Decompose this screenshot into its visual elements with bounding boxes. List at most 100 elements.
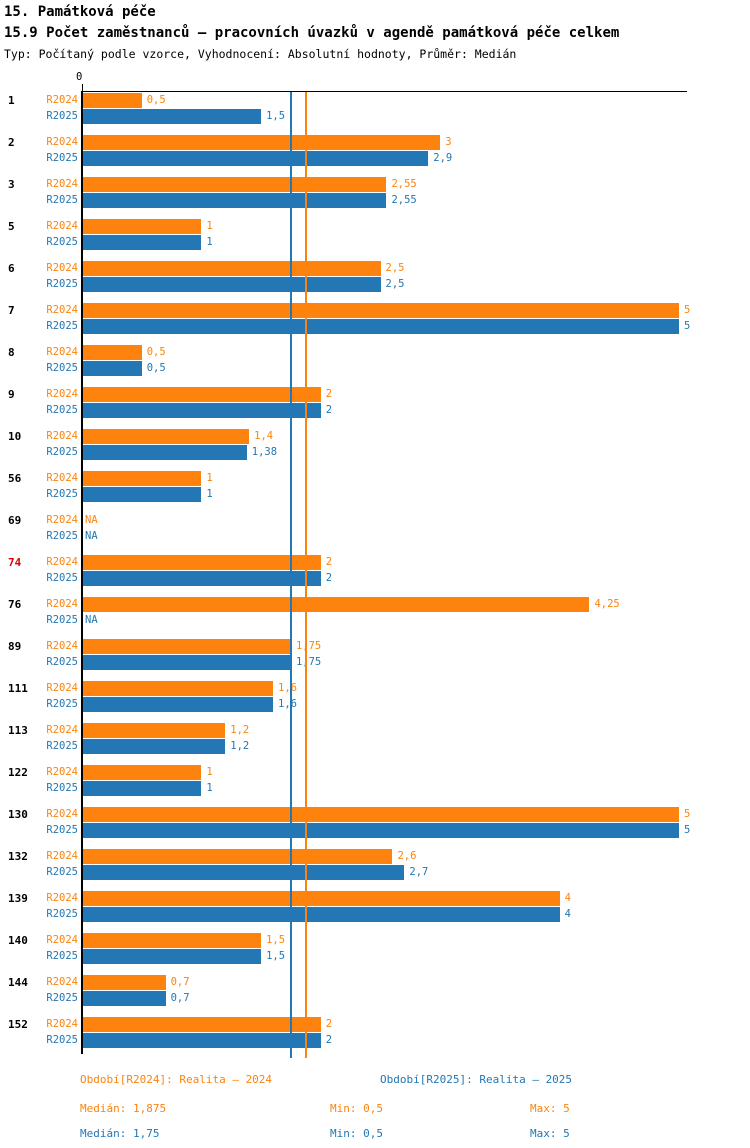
stat-min-r2024: Min: 0,5 (330, 1102, 383, 1115)
category-label: 152 (8, 1018, 28, 1031)
bar-r2024 (82, 807, 679, 822)
series-label-r2025: R2025 (46, 446, 78, 458)
category-label: 69 (8, 514, 22, 527)
bar-value-label: 1,75 (295, 640, 322, 652)
stat-max-r2024: Max: 5 (530, 1102, 570, 1115)
series-label-r2025: R2025 (46, 950, 78, 962)
series-label-r2025: R2025 (46, 908, 78, 920)
series-label-r2025: R2025 (46, 110, 78, 122)
bar-r2024 (82, 597, 590, 612)
bar-value-label: 2,55 (391, 194, 417, 206)
category-label: 8 (8, 346, 15, 359)
bar-value-label: 1,75 (295, 656, 322, 668)
category-group-132: 132 R2024 2,6 R2025 2,7 (0, 849, 750, 891)
bar-value-label: 0,7 (170, 976, 190, 988)
series-label-r2024: R2024 (46, 304, 78, 316)
stat-median-r2024: Medián: 1,875 (80, 1102, 167, 1115)
series-label-r2024: R2024 (46, 94, 78, 106)
bar-value-label: 2 (325, 404, 333, 416)
series-label-r2024: R2024 (46, 556, 78, 568)
bar-r2025 (82, 907, 560, 922)
series-label-r2025: R2025 (46, 782, 78, 794)
category-label: 130 (8, 808, 28, 821)
page-subtitle: 15.9 Počet zaměstnanců – pracovních úvaz… (4, 25, 620, 41)
series-label-r2024: R2024 (46, 430, 78, 442)
series-label-r2024: R2024 (46, 178, 78, 190)
bar-value-label: 0,5 (146, 362, 166, 374)
stat-median-r2025: Medián: 1,75 (80, 1127, 160, 1140)
bar-r2024 (82, 765, 202, 780)
category-group-76: 76 R2024 4,25 R2025 NA (0, 597, 750, 639)
series-label-r2024: R2024 (46, 346, 78, 358)
bar-r2025 (82, 151, 429, 166)
bar-r2025 (82, 781, 202, 796)
bar-value-label: 2,6 (397, 850, 417, 862)
legend-item-r2024: Období[R2024]: Realita – 2024 (80, 1073, 273, 1086)
bar-r2024 (82, 891, 560, 906)
bar-r2025 (82, 319, 679, 334)
category-group-2: 2 R2024 3 R2025 2,9 (0, 135, 750, 177)
category-label: 7 (8, 304, 15, 317)
bar-r2024 (82, 933, 262, 948)
bar-value-label: 2,55 (391, 178, 417, 190)
bar-r2025 (82, 361, 142, 376)
series-label-r2024: R2024 (46, 766, 78, 778)
bar-r2024 (82, 345, 142, 360)
bar-r2024 (82, 471, 202, 486)
bar-r2025 (82, 235, 202, 250)
bar-value-label: 1,6 (278, 698, 297, 710)
stat-min-r2025: Min: 0,5 (330, 1127, 383, 1140)
category-group-3: 3 R2024 2,55 R2025 2,55 (0, 177, 750, 219)
bar-r2025 (82, 949, 262, 964)
series-label-r2025: R2025 (46, 236, 78, 248)
series-label-r2025: R2025 (46, 1034, 78, 1046)
page-title: 15. Památková péče (4, 4, 156, 20)
series-label-r2025: R2025 (46, 362, 78, 374)
bar-r2025 (82, 445, 247, 460)
category-group-139: 139 R2024 4 R2025 4 (0, 891, 750, 933)
bar-r2024 (82, 1017, 321, 1032)
series-label-r2025: R2025 (46, 656, 78, 668)
bar-r2025 (82, 109, 262, 124)
x-axis-zero-label: 0 (76, 71, 83, 83)
category-label: 76 (8, 598, 22, 611)
bar-value-label: 1,2 (230, 724, 250, 736)
category-group-140: 140 R2024 1,5 R2025 1,5 (0, 933, 750, 975)
bar-value-label: 1,5 (266, 950, 286, 962)
category-label: 9 (8, 388, 15, 401)
category-group-74: 74 R2024 2 R2025 2 (0, 555, 750, 597)
category-label: 3 (8, 178, 15, 191)
category-label: 140 (8, 934, 28, 947)
series-label-r2024: R2024 (46, 598, 78, 610)
median-line-r2025 (290, 90, 292, 1058)
bar-value-label: 0,5 (146, 94, 166, 106)
bar-value-label: 1 (206, 236, 213, 248)
category-label: 139 (8, 892, 28, 905)
series-label-r2024: R2024 (46, 472, 78, 484)
category-group-113: 113 R2024 1,2 R2025 1,2 (0, 723, 750, 765)
bar-value-label: 5 (684, 808, 691, 820)
bar-value-label: 0,5 (146, 346, 166, 358)
bar-r2024 (82, 681, 274, 696)
category-label: 5 (8, 220, 15, 233)
x-axis-line (82, 90, 687, 92)
category-group-69: 69 R2024 NA R2025 NA (0, 513, 750, 555)
bar-r2024 (82, 849, 393, 864)
bar-r2024 (82, 93, 142, 108)
bar-value-label: 1,38 (251, 446, 278, 458)
bar-r2025 (82, 403, 321, 418)
na-value-label: NA (85, 530, 98, 542)
category-group-56: 56 R2024 1 R2025 1 (0, 471, 750, 513)
category-label: 2 (8, 136, 15, 149)
category-group-10: 10 R2024 1,4 R2025 1,38 (0, 429, 750, 471)
category-label: 113 (8, 724, 28, 737)
bar-value-label: 2 (325, 1018, 333, 1030)
bar-value-label: 4 (564, 892, 571, 904)
series-label-r2024: R2024 (46, 640, 78, 652)
bar-r2024 (82, 723, 226, 738)
bar-r2025 (82, 697, 274, 712)
bar-value-label: 2 (325, 1034, 333, 1046)
series-label-r2024: R2024 (46, 850, 78, 862)
bar-value-label: 5 (684, 320, 691, 332)
median-line-r2024 (305, 90, 307, 1058)
